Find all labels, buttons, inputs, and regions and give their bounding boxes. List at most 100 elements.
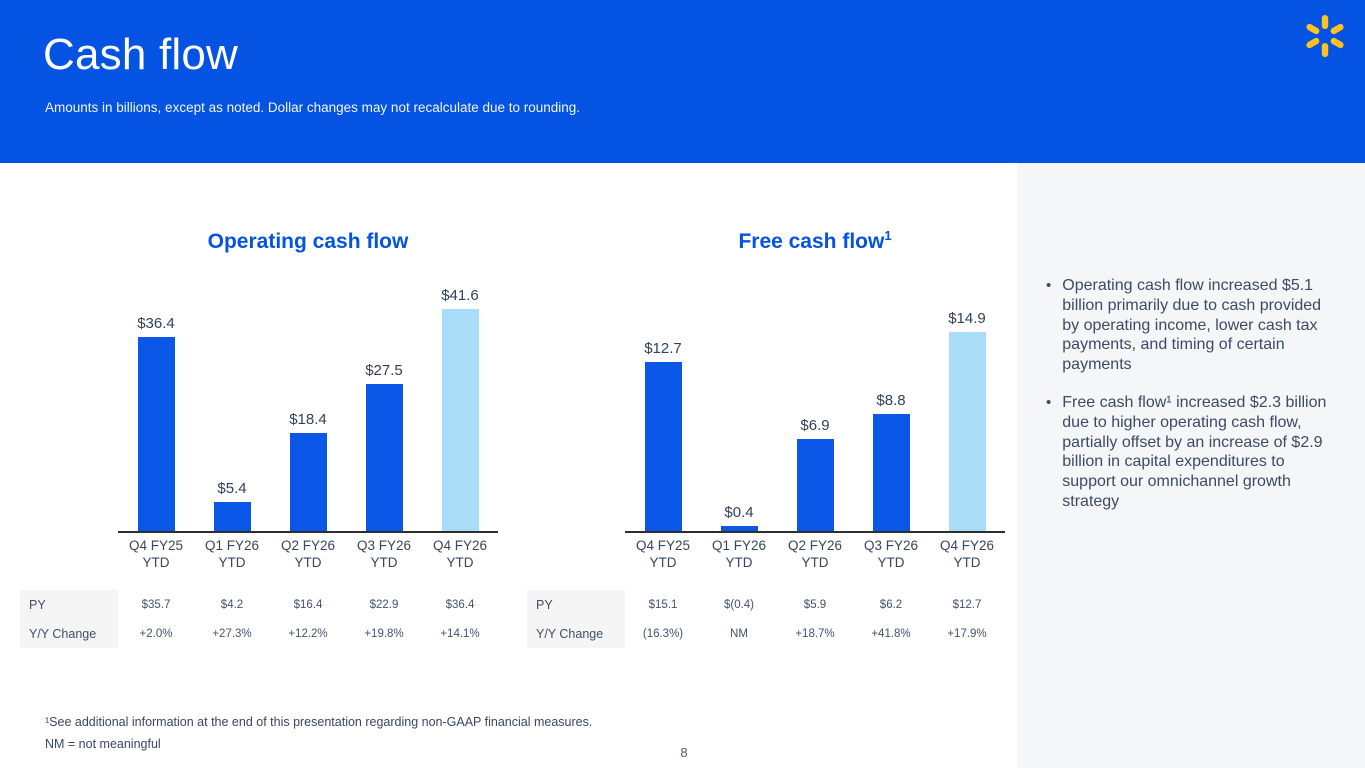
chart-title-superscript: 1 [884,228,892,243]
table-cell: $15.1 [648,598,678,611]
x-axis-label: Q4 FY26 YTD [929,537,1005,571]
x-axis-label-line1: Q3 FY26 [863,538,919,553]
bar-group: $12.7 [625,340,701,531]
x-axis-label-line1: Q4 FY26 [432,538,488,553]
x-axis-label-line2: YTD [446,555,474,570]
chart-title: Operating cash flow [118,228,498,254]
bar [441,309,479,531]
bar-value-label: $8.8 [876,392,906,409]
x-axis-label: Q3 FY26 YTD [346,537,422,571]
x-axis-label-line2: YTD [725,555,753,570]
table-cell: +27.3% [212,627,252,640]
table-cell: $6.2 [879,598,903,611]
table-cell: +19.8% [364,627,404,640]
bar-value-label: $5.4 [217,480,247,497]
bar-value-label: $27.5 [365,362,403,379]
bullet-text: Operating cash flow increased $5.1 billi… [1062,277,1322,374]
x-axis-label: Q2 FY26 YTD [270,537,346,571]
table-cell: $16.4 [293,598,323,611]
bar-group: $14.9 [929,310,1005,531]
footnote-nm: NM = not meaningful [45,737,161,751]
header-band: Cash flow Amounts in billions, except as… [0,0,1365,163]
bar [948,332,986,531]
operating-cash-flow-chart: Operating cash flow $36.4 $5.4 $18.4 $27.5 $… [20,228,498,648]
page-number: 8 [680,745,688,760]
bar-group: $27.5 [346,362,422,531]
bar [365,384,403,531]
table-cell: (16.3%) [642,627,684,640]
bullet-text: Free cash flow¹ increased $2.3 billion d… [1062,393,1327,510]
table-row-label: PY [527,590,625,619]
x-axis-label-line2: YTD [877,555,905,570]
table-cell: +12.2% [288,627,328,640]
bullet-icon: • [1046,393,1052,411]
bar-value-label: $0.4 [724,504,754,521]
bar-value-label: $14.9 [948,310,986,327]
table-row-label: Y/Y Change [20,619,118,648]
x-axis-label-line1: Q1 FY26 [711,538,767,553]
list-item: • Operating cash flow increased $5.1 bil… [1046,276,1338,375]
table-cell: $22.9 [369,598,399,611]
table-cell: $5.9 [803,598,827,611]
x-axis-label-line1: Q4 FY25 [128,538,184,553]
footnote-non-gaap: ¹See additional information at the end o… [45,715,593,729]
bar-value-label: $36.4 [137,315,175,332]
table-cell: +2.0% [139,627,173,640]
bar-group: $6.9 [777,417,853,531]
x-axis-label-line2: YTD [294,555,322,570]
chart-title: Free cash flow1 [625,228,1005,254]
page-title: Cash flow [43,30,238,79]
plot-area: $12.7 $0.4 $6.9 $8.8 $14.9 [625,293,1005,533]
bar-group: $18.4 [270,411,346,531]
table-cell: $12.7 [952,598,982,611]
page-subtitle: Amounts in billions, except as noted. Do… [45,100,581,115]
x-axis: Q4 FY25 YTD Q1 FY26 YTD Q2 FY26 YTD Q3 FY26 YTD… [118,537,498,571]
bar-group: $5.4 [194,480,270,531]
bar [137,337,175,531]
table-row-label: Y/Y Change [527,619,625,648]
free-cash-flow-chart: Free cash flow1 $12.7 $0.4 $6.9 $8.8 $14.9 Q… [527,228,1005,648]
list-item: • Free cash flow¹ increased $2.3 billion… [1046,393,1338,512]
x-axis-label-line1: Q4 FY26 [939,538,995,553]
bar [289,433,327,531]
x-axis-label-line2: YTD [801,555,829,570]
x-axis-label: Q4 FY25 YTD [118,537,194,571]
chart-title-text: Operating cash flow [207,230,409,253]
x-axis-label: Q1 FY26 YTD [701,537,777,571]
walmart-spark-icon [1306,15,1344,57]
x-axis-label: Q4 FY26 YTD [422,537,498,571]
chart-title-text: Free cash flow [738,230,885,253]
x-axis-label: Q3 FY26 YTD [853,537,929,571]
x-axis-label-line1: Q4 FY25 [635,538,691,553]
bar-value-label: $12.7 [644,340,682,357]
table-cell: +18.7% [795,627,835,640]
x-axis-label-line1: Q1 FY26 [204,538,260,553]
x-axis-label-line1: Q2 FY26 [280,538,336,553]
x-axis-label: Q4 FY25 YTD [625,537,701,571]
x-axis-label-line2: YTD [370,555,398,570]
commentary-bullet-list: • Operating cash flow increased $5.1 bil… [1046,276,1338,530]
bar-group: $41.6 [422,287,498,531]
bullet-icon: • [1046,277,1052,294]
bar-group: $8.8 [853,392,929,531]
bar [644,362,682,531]
bar [720,526,758,531]
bar-value-label: $18.4 [289,411,327,428]
table-cell: $35.7 [141,598,171,611]
footnotes: ¹See additional information at the end o… [45,711,592,755]
table-cell: $36.4 [445,598,475,611]
table-cell: +17.9% [947,627,987,640]
table-cell: $(0.4) [723,598,755,611]
table-cell: +14.1% [440,627,480,640]
x-axis-label-line2: YTD [218,555,246,570]
table-cell: $4.2 [220,598,244,611]
x-axis: Q4 FY25 YTD Q1 FY26 YTD Q2 FY26 YTD Q3 FY26 YTD… [625,537,1005,571]
bar-value-label: $41.6 [441,287,479,304]
bar [872,414,910,531]
bar [796,439,834,531]
chart-data-table: PY $35.7 $4.2 $16.4 $22.9 $36.4 Y/Y Change +2.0… [20,590,498,648]
chart-data-table: PY $15.1 $(0.4) $5.9 $6.2 $12.7 Y/Y Change (16.… [527,590,1005,648]
x-axis-label: Q2 FY26 YTD [777,537,853,571]
bar-group: $36.4 [118,315,194,531]
table-cell: NM [730,627,748,640]
